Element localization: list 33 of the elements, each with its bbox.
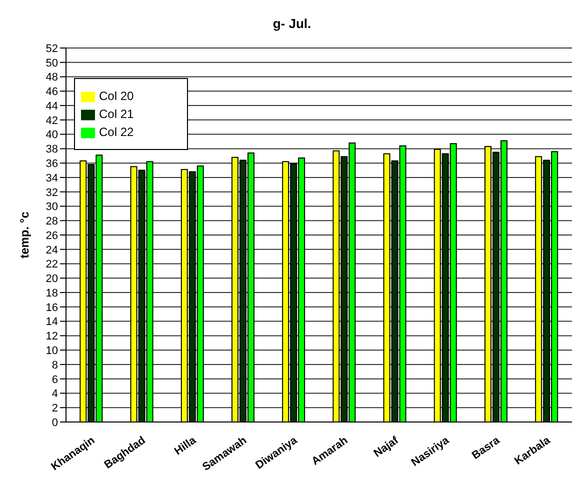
y-tick-label: 16 [46,302,58,314]
y-tick-label: 24 [46,244,58,256]
y-tick-label: 32 [46,186,58,199]
legend-label: Col 20 [99,89,134,103]
y-tick-label: 48 [46,72,58,84]
y-tick-label: 52 [46,42,58,55]
y-tick-label: 20 [46,273,58,286]
x-tick-label: Hilla [172,434,200,458]
y-tick-label: 0 [52,416,58,429]
y-tick-label: 28 [46,216,58,228]
y-axis-title: temp. °c [17,211,32,258]
y-tick-label: 4 [52,388,58,400]
y-tick-label: 40 [46,129,58,142]
legend-label: Col 21 [99,107,134,121]
y-tick-label: 10 [46,344,58,357]
y-tick-label: 22 [46,258,58,271]
y-tick-label: 46 [46,86,58,98]
y-tick-label: 12 [46,330,58,343]
y-tick-label: 50 [46,57,58,70]
y-tick-label: 44 [46,100,58,112]
y-tick-label: 30 [46,201,58,214]
y-tick-label: 42 [46,114,58,127]
y-tick-label: 34 [46,172,58,184]
y-tick-label: 26 [46,230,58,242]
y-tick-label: 18 [46,287,58,300]
legend-label: Col 22 [99,125,134,139]
y-tick-label: 38 [46,144,58,156]
y-tick-label: 6 [52,374,58,386]
chart-title: g- Jul. [272,16,312,31]
y-tick-label: 14 [46,316,58,328]
y-tick-label: 8 [52,359,58,372]
y-tick-label: 2 [52,402,58,415]
y-tick-label: 36 [46,158,58,170]
